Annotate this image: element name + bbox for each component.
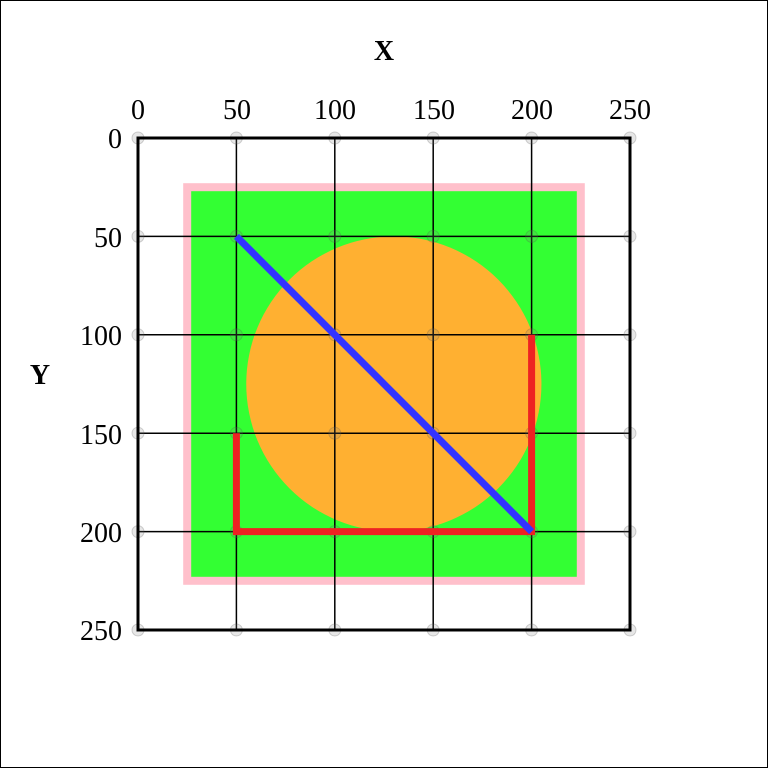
plot-border xyxy=(136,136,632,632)
y-tick-label: 100 xyxy=(80,321,122,352)
x-tick-label: 100 xyxy=(314,95,356,126)
grid-dot xyxy=(525,229,539,243)
y-tick-label: 200 xyxy=(80,518,122,549)
grid-dot xyxy=(328,229,342,243)
grid-dot xyxy=(426,328,440,342)
x-tick-label: 50 xyxy=(223,95,251,126)
grid-dot xyxy=(426,229,440,243)
x-tick-labels: 0 50 100 150 200 250 xyxy=(131,95,651,126)
y-tick-labels: 0 50 100 150 200 250 xyxy=(80,124,122,647)
x-tick-label: 0 xyxy=(131,95,145,126)
grid-dot xyxy=(229,328,243,342)
y-axis-title: Y xyxy=(30,360,50,391)
x-tick-label: 250 xyxy=(609,95,651,126)
y-tick-label: 250 xyxy=(80,616,122,647)
x-tick-label: 150 xyxy=(413,95,455,126)
red-polyline xyxy=(232,334,536,536)
blue-diagonal-line xyxy=(233,233,535,535)
y-tick-label: 0 xyxy=(108,124,122,155)
orange-circle xyxy=(246,236,542,532)
grid-dot xyxy=(328,426,342,440)
x-tick-label: 200 xyxy=(511,95,553,126)
y-tick-label: 150 xyxy=(80,420,122,451)
x-axis-title: X xyxy=(374,36,394,67)
y-tick-label: 50 xyxy=(94,223,122,254)
